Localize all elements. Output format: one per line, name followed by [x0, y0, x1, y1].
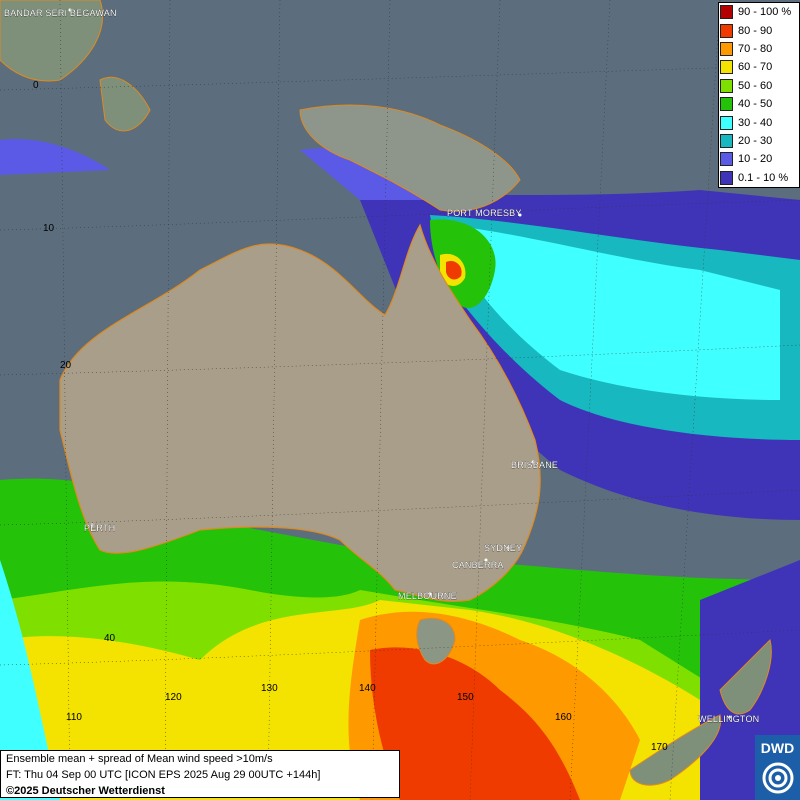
- legend-row: 10 - 20: [719, 150, 799, 168]
- place-markers: [68, 8, 732, 719]
- grid-label-lat0: 0: [33, 80, 39, 91]
- legend-label: 40 - 50: [738, 98, 773, 111]
- marker-wellington: [728, 715, 732, 719]
- marker-brisbane: [531, 460, 535, 464]
- grid-label-lat40: 40: [104, 633, 116, 644]
- dwd-swirl-icon: [762, 762, 794, 794]
- legend-label: 70 - 80: [738, 42, 773, 55]
- label-port-moresby: PORT MORESBY: [447, 208, 522, 218]
- marker-bandar: [68, 8, 72, 12]
- band-30-40-west: [0, 560, 60, 800]
- legend-row: 60 - 70: [719, 58, 799, 76]
- legend-label: 80 - 90: [738, 24, 773, 37]
- borneo: [0, 0, 104, 82]
- legend-row: 0.1 - 10 %: [719, 169, 799, 187]
- caption-title: Ensemble mean + spread of Mean wind spee…: [6, 753, 273, 765]
- australia-landmass: [59, 223, 541, 602]
- band-80-90: [370, 647, 580, 800]
- legend-swatch: [720, 115, 733, 130]
- legend-row: 50 - 60: [719, 77, 799, 95]
- band-80-90-qld: [446, 260, 462, 280]
- legend-label: 20 - 30: [738, 134, 773, 147]
- marker-perth: [90, 523, 94, 527]
- label-brisbane: BRISBANE: [511, 460, 558, 470]
- label-melbourne: MELBOURNE: [398, 591, 457, 601]
- legend-swatch: [720, 97, 733, 112]
- legend-row: 80 - 90: [719, 21, 799, 39]
- legend-swatch: [720, 60, 733, 75]
- new-guinea: [299, 104, 521, 212]
- caption-forecast-time: FT: Thu 04 Sep 00 UTC [ICON EPS 2025 Aug…: [6, 769, 321, 781]
- dwd-logo-text: DWD: [760, 740, 795, 756]
- legend-swatch: [720, 152, 733, 167]
- legend-row: 30 - 40: [719, 113, 799, 131]
- marker-sydney: [506, 546, 510, 550]
- legend-label: 60 - 70: [738, 61, 773, 74]
- grid-label-lon170: 170: [651, 742, 668, 753]
- legend-row: 20 - 30: [719, 132, 799, 150]
- grid-label-lon140: 140: [359, 683, 376, 694]
- legend-row: 90 - 100 %: [719, 3, 799, 21]
- legend-swatch: [720, 170, 733, 185]
- marker-melbourne: [428, 592, 432, 596]
- legend-label: 10 - 20: [738, 153, 773, 166]
- probability-legend: 90 - 100 % 80 - 90 70 - 80 60 - 70 50 - 60 40…: [718, 2, 800, 188]
- legend-label: 0.1 - 10 %: [738, 171, 789, 184]
- legend-swatch: [720, 23, 733, 38]
- legend-swatch: [720, 78, 733, 93]
- legend-swatch: [720, 41, 733, 56]
- grid-label-lon130: 130: [261, 683, 278, 694]
- marker-canberra: [484, 558, 488, 562]
- grid-label-lat10: 10: [43, 223, 55, 234]
- legend-label: 90 - 100 %: [738, 6, 792, 19]
- legend-label: 30 - 40: [738, 116, 773, 129]
- grid-label-lon150: 150: [457, 692, 474, 703]
- legend-swatch: [720, 5, 733, 20]
- map-caption: Ensemble mean + spread of Mean wind spee…: [0, 750, 400, 798]
- label-canberra: CANBERRA: [452, 560, 504, 570]
- label-wellington: WELLINGTON: [698, 714, 759, 724]
- legend-row: 40 - 50: [719, 95, 799, 113]
- tasmania: [416, 617, 456, 665]
- sulawesi: [99, 76, 151, 132]
- band-10-20-north: [0, 139, 110, 175]
- legend-swatch: [720, 133, 733, 148]
- label-sydney: SYDNEY: [484, 543, 522, 553]
- legend-row: 70 - 80: [719, 40, 799, 58]
- caption-copyright: ©2025 Deutscher Wetterdienst: [6, 785, 165, 797]
- label-bandar-seri-begawan: BANDAR SERI BEGAWAN: [4, 8, 117, 18]
- nz-north-island: [719, 639, 772, 715]
- marker-port-moresby: [518, 213, 522, 217]
- label-perth: PERTH: [84, 523, 115, 533]
- legend-label: 50 - 60: [738, 79, 773, 92]
- grid-label-lon110: 110: [66, 712, 82, 723]
- nz-south-island: [629, 714, 722, 786]
- grid-label-lon160: 160: [555, 712, 572, 723]
- dwd-logo: DWD: [755, 735, 800, 800]
- grid-label-lon120: 120: [165, 692, 182, 703]
- grid-label-lat20: 20: [60, 360, 72, 371]
